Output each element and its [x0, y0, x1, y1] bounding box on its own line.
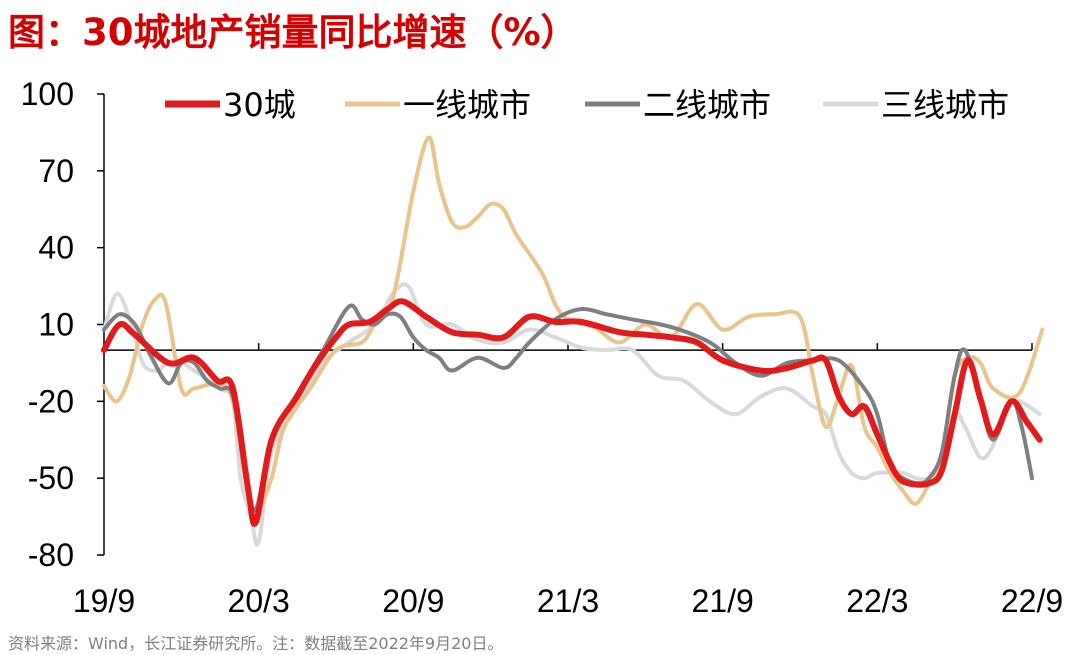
x-tick-label: 22/3	[846, 583, 908, 619]
y-tick-label: -20	[28, 383, 74, 419]
series-line-1	[101, 298, 1043, 527]
y-tick-label: -80	[28, 537, 74, 573]
legend-label: 二线城市	[643, 86, 771, 124]
legend-label: 一线城市	[403, 86, 531, 124]
y-tick-label: 100	[21, 76, 74, 112]
x-tick-label: 20/3	[228, 583, 290, 619]
legend-label: 30城	[223, 86, 296, 124]
y-tick-label: -50	[28, 460, 74, 496]
y-tick-label: 40	[38, 230, 74, 266]
y-tick-label: 10	[38, 307, 74, 343]
x-tick-label: 21/3	[537, 583, 599, 619]
x-tick-label: 21/9	[692, 583, 754, 619]
x-tick-label: 19/9	[73, 583, 135, 619]
y-tick-label: 70	[38, 153, 74, 189]
x-tick-label: 22/9	[1001, 583, 1063, 619]
source-note: 资料来源：Wind，长江证券研究所。注：数据截至2022年9月20日。	[8, 634, 504, 653]
x-tick-label: 20/9	[382, 583, 444, 619]
chart-title: 图：30城地产销量同比增速（%）	[8, 11, 578, 54]
legend-label: 三线城市	[881, 86, 1009, 124]
